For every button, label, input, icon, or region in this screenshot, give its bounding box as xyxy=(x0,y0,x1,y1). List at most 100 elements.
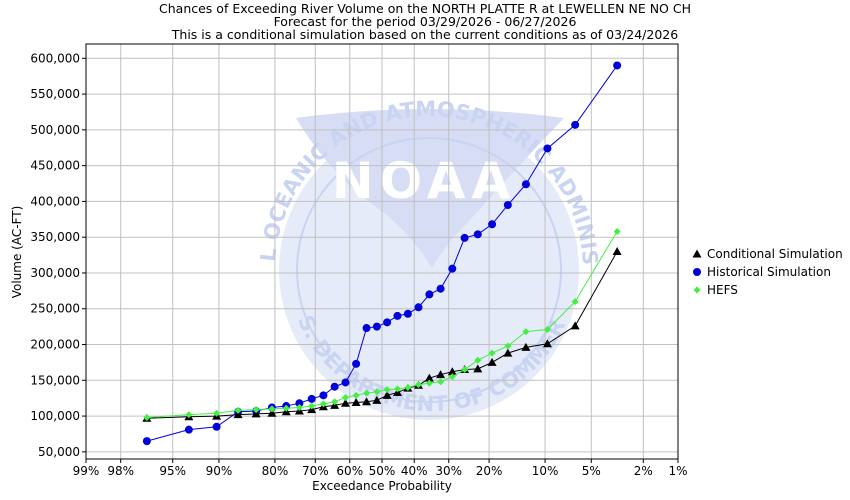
legend-item-hefs: HEFS xyxy=(693,283,738,297)
data-point-historical-simulation xyxy=(307,394,316,403)
data-point-conditional-simulation xyxy=(521,342,531,351)
x-axis-label: Exceedance Probability xyxy=(312,479,452,493)
watermark-inner-ring xyxy=(296,137,562,403)
data-point-historical-simulation xyxy=(341,378,350,387)
plot-area: NATIONAL OCEANIC AND ATMOSPHERIC ADMINIS… xyxy=(0,0,679,460)
x-axis: 99% 98% 95% 90% 80% 70% 60% 50% 40% 30% 20% 10% 5% 2%… xyxy=(73,459,688,478)
x-tick-label: 1% xyxy=(668,464,687,478)
data-point-conditional-simulation xyxy=(424,373,434,382)
data-point-historical-simulation xyxy=(521,180,530,189)
data-point-conditional-simulation xyxy=(233,410,243,419)
legend-marker-historical-simulation xyxy=(693,268,701,276)
chart-title: Chances of Exceeding River Volume on the… xyxy=(159,1,691,42)
data-point-historical-simulation xyxy=(372,322,381,331)
data-point-conditional-simulation xyxy=(362,397,372,406)
data-point-conditional-simulation xyxy=(351,397,361,406)
data-point-historical-simulation xyxy=(142,437,151,446)
x-tick-label: 60% xyxy=(336,464,363,478)
x-tick-label: 95% xyxy=(159,464,186,478)
x-tick-label: 2% xyxy=(634,464,653,478)
y-tick-label: 50,000 xyxy=(38,445,80,459)
data-point-hefs xyxy=(504,342,512,350)
legend-label-historical-simulation: Historical Simulation xyxy=(707,265,831,279)
data-point-conditional-simulation xyxy=(436,370,446,379)
series-layer xyxy=(142,61,622,446)
x-tick-label: 70% xyxy=(302,464,329,478)
y-tick-label: 350,000 xyxy=(30,230,80,244)
legend-marker-hefs xyxy=(693,286,701,294)
data-point-hefs xyxy=(448,373,456,381)
data-point-hefs xyxy=(425,379,433,387)
data-point-historical-simulation xyxy=(613,61,622,70)
data-point-historical-simulation xyxy=(295,399,304,408)
data-point-conditional-simulation xyxy=(570,321,580,330)
data-point-conditional-simulation xyxy=(447,367,457,376)
data-point-hefs xyxy=(268,405,276,413)
data-point-historical-simulation xyxy=(330,382,339,391)
data-point-historical-simulation xyxy=(212,422,221,431)
data-point-historical-simulation xyxy=(488,220,497,229)
data-point-conditional-simulation xyxy=(267,408,277,417)
data-point-hefs xyxy=(383,386,391,394)
data-point-hefs xyxy=(461,366,469,374)
data-point-hefs xyxy=(352,391,360,399)
series-hefs xyxy=(143,227,621,421)
legend-item-historical-simulation: Historical Simulation xyxy=(693,265,831,279)
data-point-historical-simulation xyxy=(362,324,371,333)
data-point-hefs xyxy=(363,389,371,397)
data-point-hefs xyxy=(341,393,349,401)
watermark-logo-text: NOAA xyxy=(332,152,516,210)
data-point-historical-simulation xyxy=(403,309,412,318)
data-point-historical-simulation xyxy=(383,318,392,327)
data-point-historical-simulation xyxy=(184,425,193,434)
data-point-historical-simulation xyxy=(448,264,457,273)
watermark-bird xyxy=(296,109,564,268)
data-point-historical-simulation xyxy=(473,230,482,239)
data-point-conditional-simulation xyxy=(503,348,513,357)
data-point-hefs xyxy=(488,349,496,357)
y-tick-label: 500,000 xyxy=(30,123,80,137)
x-tick-label: 99% xyxy=(73,464,100,478)
data-point-conditional-simulation xyxy=(251,409,261,418)
data-point-hefs xyxy=(143,414,151,421)
data-point-conditional-simulation xyxy=(372,395,382,404)
x-tick-label: 40% xyxy=(401,464,428,478)
y-tick-label: 250,000 xyxy=(30,302,80,316)
legend-label-conditional-simulation: Conditional Simulation xyxy=(707,247,843,261)
data-point-historical-simulation xyxy=(352,359,361,368)
title-line-2: Forecast for the period 03/29/2026 - 06/… xyxy=(274,14,577,29)
data-point-hefs xyxy=(613,227,621,235)
data-point-historical-simulation xyxy=(436,284,445,293)
series-conditional-simulation xyxy=(142,247,622,422)
data-point-hefs xyxy=(185,411,193,419)
data-point-hefs xyxy=(252,406,260,414)
y-tick-label: 550,000 xyxy=(30,87,80,101)
x-tick-label: 30% xyxy=(435,464,462,478)
data-point-hefs xyxy=(571,298,579,306)
x-tick-label: 50% xyxy=(369,464,396,478)
y-tick-label: 200,000 xyxy=(30,338,80,352)
data-point-conditional-simulation xyxy=(340,398,350,407)
y-tick-label: 600,000 xyxy=(30,51,80,65)
y-tick-label: 100,000 xyxy=(30,409,80,423)
legend-label-hefs: HEFS xyxy=(707,283,738,297)
data-point-historical-simulation xyxy=(543,144,552,153)
x-tick-label: 20% xyxy=(476,464,503,478)
y-axis: 50,000 100,000 150,000 200,000 250,000 300,00… xyxy=(30,51,86,459)
data-point-historical-simulation xyxy=(393,311,402,320)
legend: Conditional Simulation Historical Simulat… xyxy=(692,247,843,297)
legend-marker-conditional-simulation xyxy=(692,249,702,258)
series-line-conditional-simulation xyxy=(146,251,618,419)
y-axis-label: Volume (AC-FT) xyxy=(10,206,24,299)
data-point-hefs xyxy=(437,378,445,386)
y-tick-label: 300,000 xyxy=(30,266,80,280)
data-point-conditional-simulation xyxy=(487,357,497,366)
data-point-hefs xyxy=(308,402,316,410)
data-point-conditional-simulation xyxy=(542,339,552,348)
data-point-historical-simulation xyxy=(425,290,434,299)
x-tick-label: 80% xyxy=(262,464,289,478)
y-tick-label: 400,000 xyxy=(30,194,80,208)
x-tick-label: 10% xyxy=(532,464,559,478)
x-tick-label: 98% xyxy=(107,464,134,478)
